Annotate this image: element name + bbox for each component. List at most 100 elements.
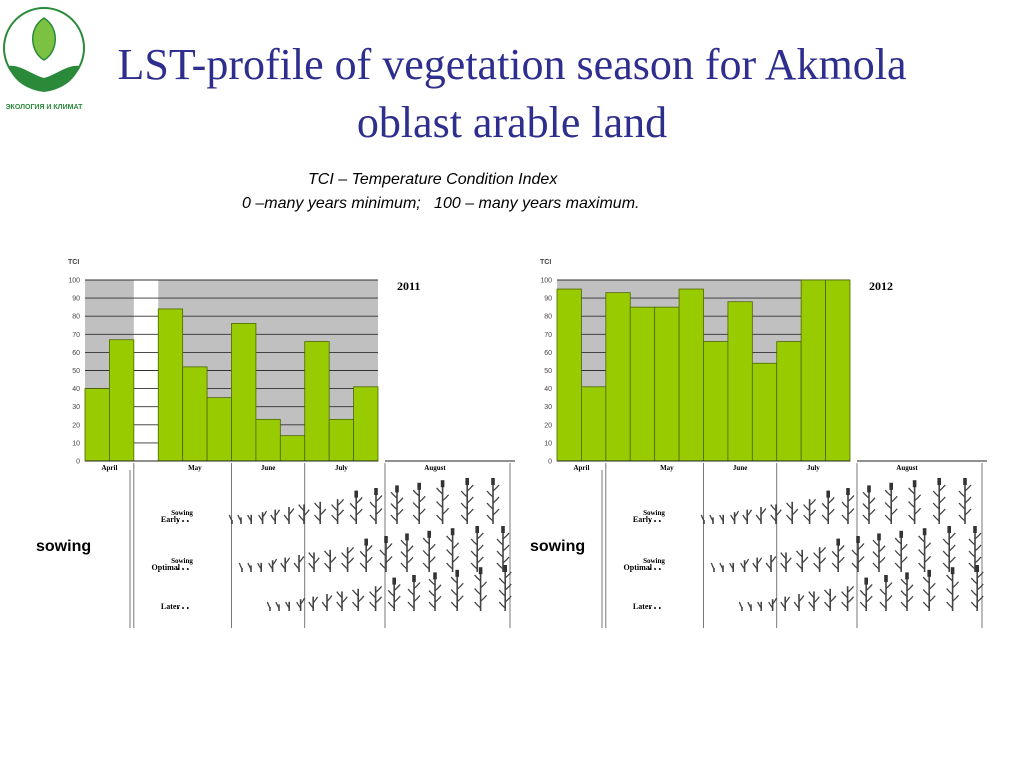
tci-2011-plant-icon-leaf — [268, 562, 274, 570]
tci-2011-plant-icon — [412, 482, 426, 524]
tci-2011-plant-icon-leaf — [496, 562, 504, 570]
tci-2011-bar — [279, 435, 306, 462]
tci-2011-plant-icon-leaf — [428, 556, 436, 564]
tci-2012-plant-icon — [894, 530, 908, 572]
tci-2011-plant-icon — [247, 514, 252, 524]
tci-2011-ytick-label: 60 — [72, 350, 80, 357]
tci-2012-plant-icon-leaf — [928, 595, 936, 603]
tci-2011-ytick-label: 10 — [72, 440, 80, 447]
tci-2012-plant-icon-leaf — [868, 497, 876, 505]
tci-2012-plant-icon-leaf — [922, 589, 930, 597]
tci-2012-plant-icon-leaf — [900, 578, 908, 586]
tci-2012-plant-icon-ear — [963, 478, 967, 485]
tci-2012-plant-icon-leaf — [922, 601, 930, 609]
tci-2011-plant-icon-leaf — [436, 487, 444, 495]
tci-2011-plant-icon-ear — [475, 526, 479, 533]
tci-2011-plant-icon-leaf — [369, 501, 377, 509]
tci-2012-bar — [629, 306, 656, 462]
tci-2012-plant-icon-leaf — [952, 594, 960, 602]
tci-2012-plant-icon-leaf — [770, 556, 777, 563]
tci-2011-sowing-dots: • • • — [177, 604, 190, 613]
tci-2011-plant-icon-leaf — [247, 514, 252, 522]
tci-2011-plant-icon-leaf — [331, 504, 339, 512]
tci-2011-plant-icon-ear — [412, 575, 416, 582]
tci-2011-plant-icon — [498, 565, 512, 611]
tci-2012-plant-icon — [795, 549, 809, 572]
tci-2012-plant-icon-leaf — [755, 514, 762, 522]
tci-2012-plant-icon-leaf — [970, 601, 978, 609]
tci-2011-plant-icon-leaf — [385, 543, 393, 550]
tci-2012-plant-icon-leaf — [908, 514, 916, 522]
tci-2012-plant-icon — [747, 601, 752, 611]
tci-2012-plant-icon — [755, 507, 767, 524]
tci-2012-plant-icon-leaf — [948, 556, 956, 564]
tci-2012-plant-icon-leaf — [894, 562, 902, 570]
tci-2011-plant-icon-leaf — [412, 514, 420, 522]
logo-hands-icon — [8, 65, 80, 92]
tci-2012-plant-icon — [808, 591, 820, 611]
tci-2012-sowing-note: Sowing — [643, 509, 665, 517]
tci-2012-plant-icon-leaf — [700, 514, 705, 522]
tci-2012-plant-icon-leaf — [918, 549, 926, 556]
tci-2011-plant-icon-leaf — [337, 498, 345, 506]
tci-2012-plant-icon-leaf — [862, 491, 870, 499]
tci-2012-plant-icon — [803, 498, 817, 524]
tci-2012-plant-icon — [709, 514, 714, 524]
tci-2012-plant-icon-leaf — [841, 501, 849, 509]
tci-2012-plant-icon-leaf — [865, 595, 873, 603]
tci-2012-plant-icon — [700, 514, 705, 524]
tci-2012-plant-row — [710, 526, 982, 572]
tci-2012-plant-icon-leaf — [884, 489, 892, 497]
tci-2011-plant-icon — [390, 485, 404, 524]
tci-2011-plant-icon-leaf — [355, 497, 363, 504]
tci-2012-plant-icon — [831, 538, 845, 572]
tci-2012-plant-icon-leaf — [878, 556, 886, 564]
tci-2012-plant-icon — [780, 596, 791, 611]
tci-2011-plant-icon — [270, 509, 281, 524]
tci-2011-plant-icon — [336, 591, 348, 611]
tci-2011-plant-icon-leaf — [504, 571, 512, 579]
tci-2011-plant-icon-leaf — [407, 601, 415, 609]
tci-2012-plant-icon-leaf — [868, 508, 876, 516]
tci-2011-plant-icon-leaf — [434, 584, 442, 592]
tci-2011-plant-icon — [293, 555, 305, 572]
tci-2011-plant-icon-ear — [478, 567, 483, 575]
tci-2011-plant-icon — [359, 538, 373, 572]
tci-2011-plant-icon-ear — [433, 572, 437, 580]
tci-2011-plant-icon-leaf — [357, 595, 365, 603]
tci-2011-plant-icon — [428, 572, 442, 611]
tci-2012-plant-icon-ear — [889, 482, 893, 490]
institute-logo: ЭКОЛОГИЯ И КЛИМАТ — [3, 7, 85, 111]
tci-2012-plant-icon — [958, 478, 972, 524]
tci-2012-plant-icon-ear — [922, 528, 927, 536]
tci-2012-plant-icon — [740, 558, 750, 572]
tci-2011-plant-icon-leaf — [319, 508, 327, 516]
tci-2012-plant-icon-leaf — [793, 601, 800, 609]
tci-2011-plant-icon-leaf — [470, 538, 478, 546]
tci-2012-plant-icon-leaf — [932, 502, 940, 510]
tci-2012-plant-icon-leaf — [938, 508, 946, 516]
tci-2012-plant-icon — [823, 588, 837, 611]
tci-2011-plant-icon-leaf — [257, 562, 262, 570]
tci-2011-plant-icon-leaf — [456, 595, 464, 603]
tci-2012-plant-icon-leaf — [958, 490, 966, 498]
tci-2011-plant-icon-leaf — [496, 550, 504, 558]
tci-2012-month-label: May — [660, 464, 674, 472]
tci-2012-plant-icon-leaf — [719, 562, 724, 570]
tci-2012-plant-icon-leaf — [795, 562, 803, 570]
tci-2011-plant-icon — [268, 558, 278, 572]
tci-2012-plant-icon-leaf — [798, 595, 805, 602]
tci-2011-plant-icon-leaf — [412, 502, 420, 510]
tci-2011-plant-icon-leaf — [262, 510, 268, 518]
tci-2012-plant-icon-leaf — [756, 557, 763, 565]
tci-2012-bar — [556, 288, 582, 462]
tci-2011-plant-icon — [280, 557, 291, 572]
tci-2012-plant-icon-leaf — [738, 601, 743, 609]
tci-2011-plant-icon-leaf — [308, 552, 315, 560]
tci-2011-plant-icon-leaf — [390, 503, 398, 511]
tci-2012-plant-icon-leaf — [813, 552, 821, 560]
tci-2012-plant-icon — [841, 585, 855, 611]
tci-2011-plant-icon-ear — [450, 528, 455, 536]
tci-2012-bar — [605, 292, 631, 462]
tci-2012-plant-icon-leaf — [808, 591, 815, 599]
